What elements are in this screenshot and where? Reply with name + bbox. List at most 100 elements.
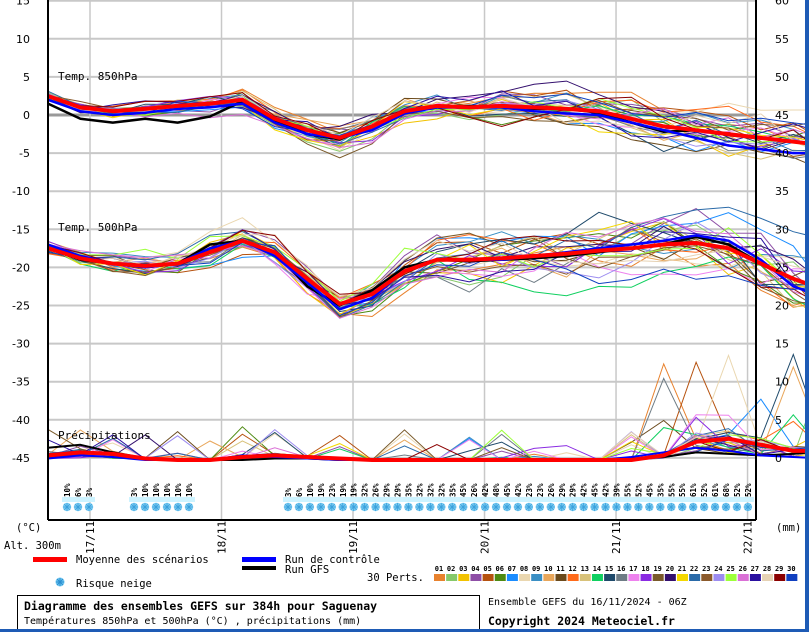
pert-swatch — [519, 574, 531, 581]
snow-risk-percent: 52% — [700, 483, 709, 497]
pert-line-precip — [47, 428, 809, 461]
pert-line-850 — [47, 80, 809, 151]
snowflake-icon — [732, 502, 742, 512]
snow-risk-percent: 19% — [350, 483, 359, 497]
pert-line-850 — [47, 97, 809, 165]
snow-risk-percent: 10% — [152, 483, 161, 497]
pert-line-500 — [47, 206, 809, 319]
chart-title: Diagramme des ensembles GEFS sur 384h po… — [24, 599, 378, 613]
snow-risk-percent: 26% — [470, 483, 479, 497]
snowflake-icon — [678, 502, 687, 512]
panel-label-500: Temp. 500hPa — [58, 221, 137, 234]
pert-number: 18 — [641, 565, 649, 573]
legend-control-swatch — [242, 557, 276, 562]
snow-risk-percent: 19% — [339, 483, 348, 497]
pert-line-500 — [47, 217, 809, 319]
snow-risk-percent: 48% — [492, 483, 501, 497]
snowflake-icon — [743, 502, 753, 512]
y-tick-label: -30 — [12, 338, 30, 351]
pert-swatch — [664, 574, 676, 581]
snowflake-icon — [162, 502, 172, 512]
pert-line-500 — [47, 221, 809, 308]
snowflake-icon — [283, 502, 293, 512]
snowflake-icon — [721, 502, 731, 512]
snow-risk-percent: 35% — [404, 483, 413, 497]
y-tick-label: -40 — [12, 414, 30, 427]
snowflake-icon — [393, 502, 402, 512]
y2-tick-label: 40 — [775, 147, 789, 160]
snow-risk-percent: 39% — [613, 483, 622, 497]
pert-swatch — [531, 574, 543, 581]
perturbation-10 — [47, 94, 809, 461]
legend-mean-swatch — [33, 557, 67, 562]
y2-tick-label: 55 — [775, 33, 789, 46]
pert-number: 03 — [459, 565, 467, 573]
y2-tick-label: 30 — [775, 223, 789, 236]
y-axis-unit-celsius: (°C) — [16, 522, 41, 534]
pert-number: 08 — [520, 565, 528, 573]
snowflake-icon — [656, 502, 665, 512]
legend-mean-label: Moyenne des scénarios — [76, 554, 209, 566]
x-tick-label: 17/11 — [84, 521, 97, 554]
snow-risk-percent: 42% — [514, 483, 523, 497]
snowflake-icon — [459, 502, 468, 512]
x-tick-label: 20/11 — [479, 521, 492, 554]
snow-risk-percent: 52% — [744, 483, 753, 497]
pert-number: 10 — [544, 565, 552, 573]
chart-subtitle: Températures 850hPa et 500hPa (°C) , pré… — [24, 616, 362, 627]
pert-swatch — [737, 574, 749, 581]
pert-number: 20 — [666, 565, 674, 573]
snow-risk-percent: 45% — [503, 483, 512, 497]
y2-tick-label: 60 — [775, 0, 789, 8]
pert-line-500 — [47, 245, 809, 318]
snow-risk-percent: 6% — [295, 487, 304, 497]
pert-line-850 — [47, 90, 809, 152]
y-tick-label: -20 — [12, 261, 30, 274]
pert-line-500 — [47, 220, 809, 316]
pert-number: 09 — [532, 565, 540, 573]
y-tick-label: -25 — [12, 300, 30, 313]
snow-risk-percent: 35% — [656, 483, 665, 497]
pert-swatch — [494, 574, 506, 581]
snow-risk-percent: 10% — [185, 483, 194, 497]
snow-risk-percent: 23% — [536, 483, 545, 497]
snowflake-icon — [316, 502, 326, 512]
pert-line-500 — [47, 237, 809, 301]
legend-snow-label: Risque neige — [76, 578, 152, 590]
snow-risk-percent: 45% — [591, 483, 600, 497]
snow-band — [283, 497, 754, 502]
snowflake-icon — [437, 502, 446, 512]
snowflake-icon — [151, 502, 161, 512]
pert-number: 15 — [605, 565, 613, 573]
snow-risk-percent: 29% — [569, 483, 578, 497]
snowflake-icon — [84, 502, 94, 512]
snowflake-icon — [140, 502, 150, 512]
y-tick-label: 15 — [16, 0, 30, 8]
snow-risk-percent: 26% — [547, 483, 556, 497]
pert-swatch — [628, 574, 640, 581]
snow-risk-percent: 3% — [130, 487, 139, 497]
pert-line-precip — [47, 414, 809, 461]
pert-line-500 — [47, 227, 809, 303]
y2-tick-label: 5 — [775, 414, 782, 427]
pert-swatch — [434, 574, 445, 581]
pert-line-precip — [47, 434, 809, 461]
pert-swatch — [701, 574, 713, 581]
perturbation-21 — [47, 99, 809, 461]
main-series-lines — [47, 94, 809, 462]
pert-line-850 — [47, 99, 809, 147]
snow-risk-percent: 26% — [372, 483, 381, 497]
pert-number: 17 — [629, 565, 637, 573]
pert-swatch — [591, 574, 603, 581]
pert-swatch — [506, 574, 518, 581]
x-tick-label: 18/11 — [216, 521, 229, 554]
snow-risk-percent: 10% — [63, 483, 72, 497]
pert-line-850 — [47, 95, 809, 157]
pert-line-850 — [47, 94, 809, 159]
snow-risk-percent: 52% — [634, 483, 643, 497]
pert-line-850 — [47, 92, 809, 144]
pert-number: 26 — [739, 565, 747, 573]
snowflake-icon — [338, 502, 347, 512]
y2-tick-label: 0 — [775, 452, 782, 465]
